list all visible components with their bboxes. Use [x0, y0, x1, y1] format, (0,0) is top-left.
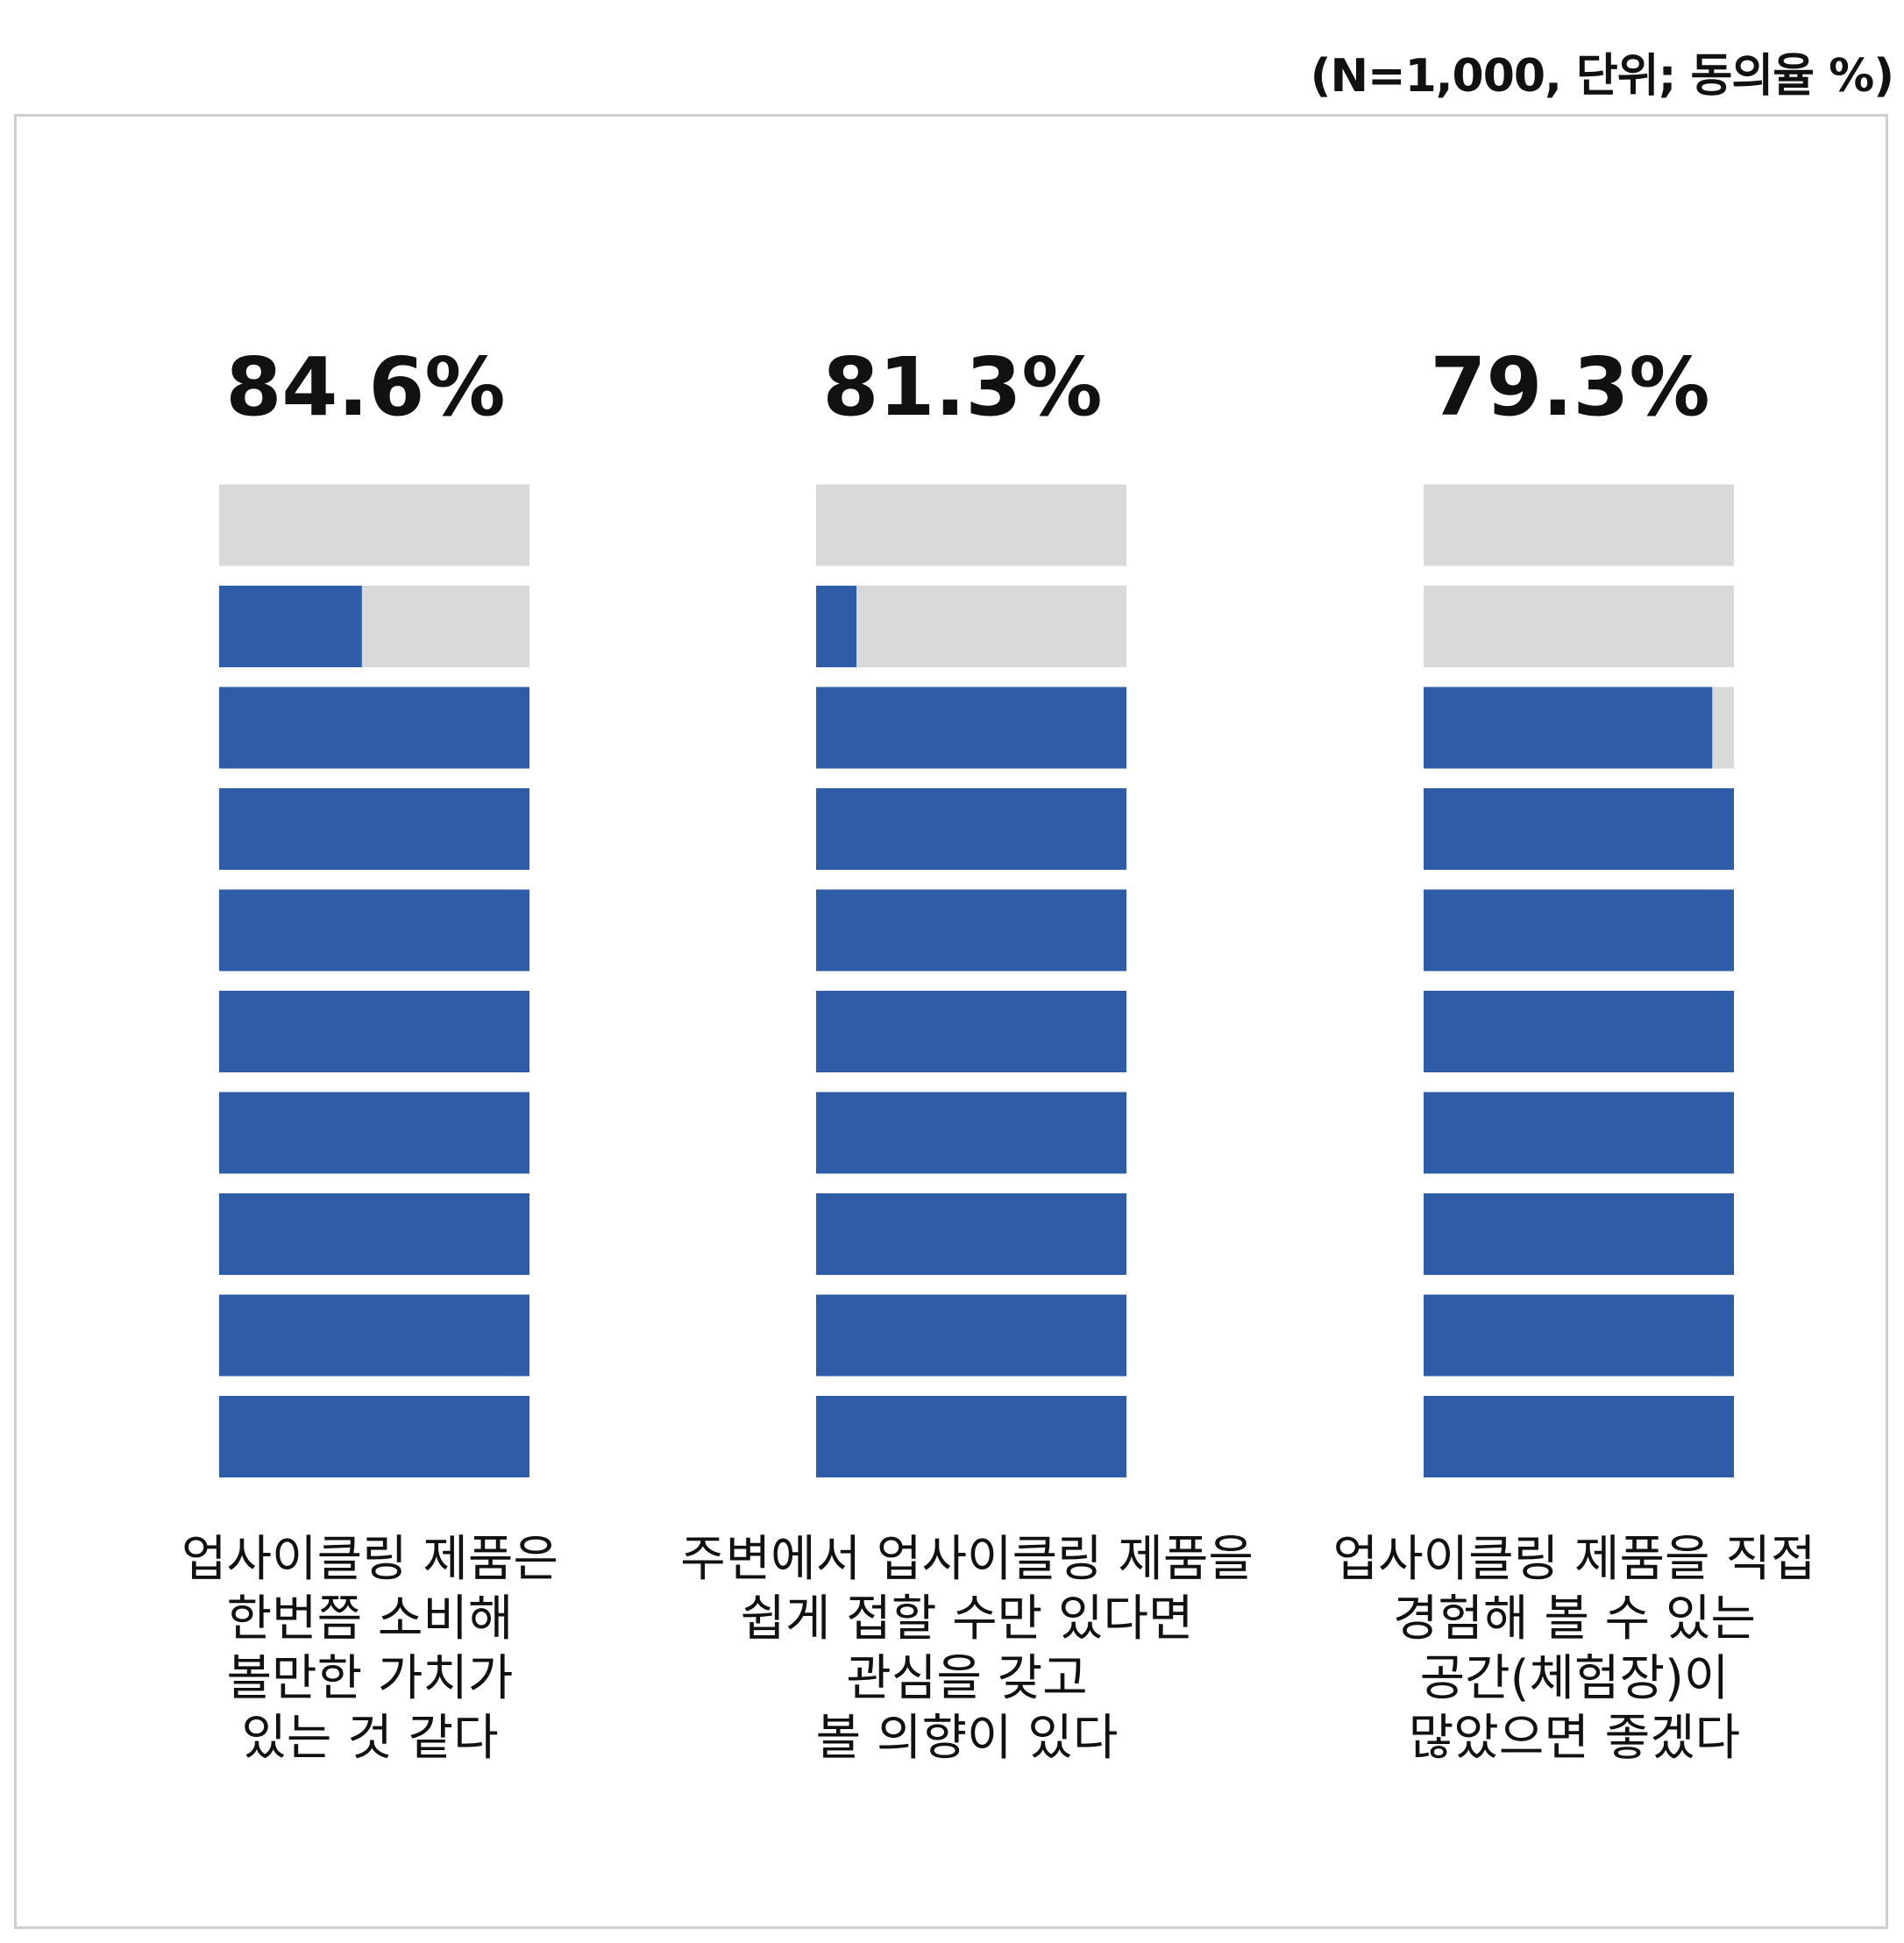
- category-label-1-line-1: 업사이클링 제품은: [181, 1531, 558, 1588]
- category-label-3-line-3: 공간(체험장)이: [1420, 1650, 1730, 1707]
- category-label-2-line-4: 볼 의향이 있다: [816, 1710, 1119, 1767]
- category-label-2-line-2: 쉽게 접할 수만 있다면: [740, 1591, 1193, 1648]
- category-label-1-line-2: 한번쯤 소비해: [227, 1591, 514, 1648]
- bar-1-segment-3-fill: [219, 1193, 529, 1275]
- category-label-3-line-2: 경험해 볼 수 있는: [1393, 1591, 1756, 1648]
- bar-3-segment-2-fill: [1424, 1294, 1734, 1377]
- bar-2-segment-7-fill: [816, 788, 1126, 870]
- category-label-3-line-4: 많았으면 좋겠다: [1409, 1710, 1740, 1767]
- bar-3-segment-5-fill: [1424, 991, 1734, 1072]
- bar-3-segment-6-fill: [1424, 889, 1734, 972]
- bar-2-segment-1-fill: [816, 1396, 1126, 1477]
- bar-1-segment-6-fill: [219, 889, 529, 972]
- bar-1-segment-7-fill: [219, 788, 529, 870]
- value-label-2: 81.3%: [822, 340, 1102, 434]
- bar-1-segment-2-fill: [219, 1294, 529, 1377]
- sample-size-note: (N=1,000, 단위; 동의율 %): [1310, 50, 1894, 103]
- bar-2-segment-4-fill: [816, 1092, 1126, 1174]
- bar-1-segment-10-background: [219, 484, 529, 566]
- category-label-1-line-4: 있는 것 같다: [241, 1710, 498, 1767]
- bar-3-segment-1-fill: [1424, 1396, 1734, 1477]
- bar-3-segment-9-background: [1424, 586, 1734, 667]
- bar-2-segment-8-fill: [816, 687, 1126, 769]
- bar-1-segment-5-fill: [219, 991, 529, 1072]
- bar-2-segment-9-background: [816, 586, 1126, 667]
- bar-2-segment-10-background: [816, 484, 1126, 566]
- bar-3-segment-10-background: [1424, 484, 1734, 566]
- category-label-2-line-3: 관심을 갖고: [846, 1650, 1087, 1707]
- value-label-1: 84.6%: [225, 340, 505, 434]
- bar-2-segment-9-fill: [816, 586, 857, 667]
- bar-1-segment-1-fill: [219, 1396, 529, 1477]
- value-label-3: 79.3%: [1430, 340, 1709, 434]
- bar-3-segment-7-fill: [1424, 788, 1734, 870]
- bar-2-segment-2-fill: [816, 1294, 1126, 1377]
- bar-1-segment-9-fill: [219, 586, 362, 667]
- category-label-2-line-1: 주변에서 업사이클링 제품을: [680, 1531, 1254, 1588]
- bar-3-segment-4-fill: [1424, 1092, 1734, 1174]
- chart-frame: [14, 114, 1888, 1929]
- bar-2-segment-5-fill: [816, 991, 1126, 1072]
- category-label-1-line-3: 볼만한 가치가: [227, 1650, 514, 1707]
- bar-1-segment-4-fill: [219, 1092, 529, 1174]
- bar-1-segment-8-fill: [219, 687, 529, 769]
- category-label-3-line-1: 업사이클링 제품을 직접: [1333, 1531, 1816, 1588]
- bar-2-segment-3-fill: [816, 1193, 1126, 1275]
- bar-3-segment-3-fill: [1424, 1193, 1734, 1275]
- bar-3-segment-8-fill: [1424, 687, 1713, 769]
- bar-2-segment-6-fill: [816, 889, 1126, 972]
